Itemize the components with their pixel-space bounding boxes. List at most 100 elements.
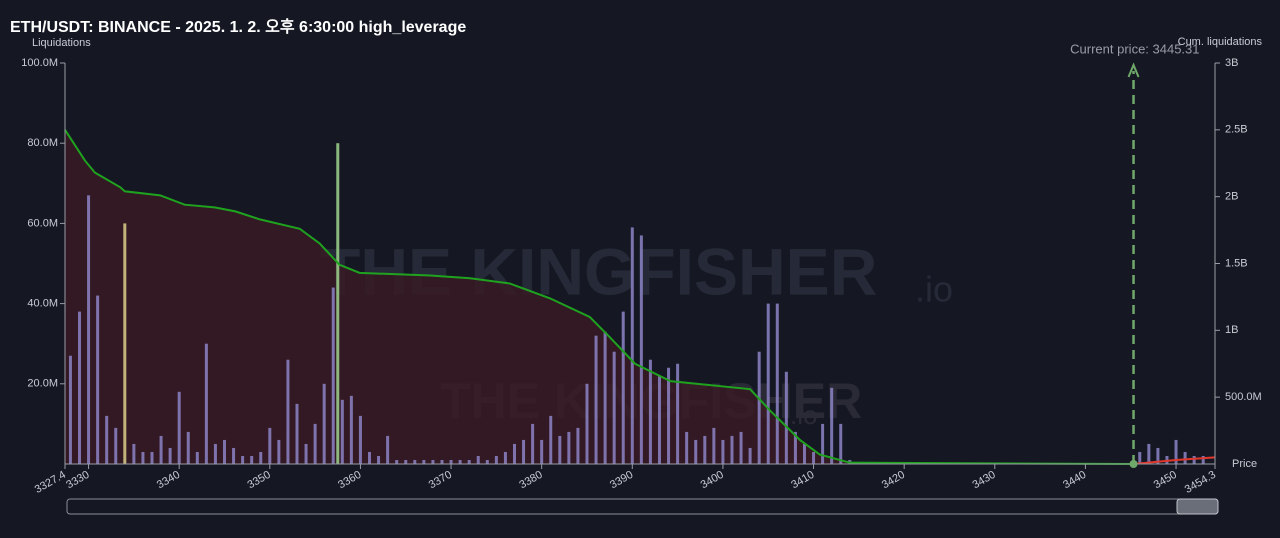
- bar: [512, 443, 516, 464]
- bar: [476, 455, 480, 464]
- y-axis-label: Liquidations: [32, 37, 91, 49]
- watermark-suffix: .io: [915, 269, 953, 310]
- bar: [667, 367, 671, 464]
- bar: [304, 443, 308, 464]
- bar: [839, 423, 843, 464]
- bar: [123, 223, 127, 464]
- bar: [404, 459, 408, 464]
- bar: [639, 235, 643, 464]
- bar: [757, 351, 761, 464]
- bar: [1147, 443, 1151, 464]
- bar: [168, 447, 172, 464]
- bar: [1183, 451, 1187, 464]
- bar: [268, 427, 272, 464]
- bar: [676, 363, 680, 464]
- bar: [1138, 451, 1142, 464]
- bar: [821, 423, 825, 464]
- bar: [793, 431, 797, 464]
- y-tick-label: 60.0M: [27, 217, 58, 229]
- bar: [775, 303, 779, 464]
- bar: [576, 427, 580, 464]
- bar: [603, 331, 607, 464]
- bar: [222, 439, 226, 464]
- bar: [558, 435, 562, 464]
- bar: [585, 383, 589, 464]
- watermark-suffix: .io: [790, 400, 817, 430]
- bar: [467, 459, 471, 464]
- x-axis-label: Price: [1232, 458, 1257, 470]
- y2-axis-label: Cum. liquidations: [1178, 36, 1263, 48]
- bar: [657, 375, 661, 464]
- cum-line: [1133, 456, 1216, 465]
- bar: [567, 431, 571, 464]
- bar: [286, 359, 290, 464]
- bar: [549, 415, 553, 464]
- y2-tick-label: 1B: [1225, 324, 1238, 336]
- y2-tick-label: 1.5B: [1225, 257, 1248, 269]
- scrollbar[interactable]: [66, 498, 1219, 515]
- bar: [503, 451, 507, 464]
- bar: [694, 439, 698, 464]
- bar: [141, 451, 145, 464]
- bar: [540, 439, 544, 464]
- bar: [494, 455, 498, 464]
- bar: [105, 415, 109, 464]
- bar: [485, 459, 489, 464]
- bar: [830, 387, 834, 464]
- bar: [232, 447, 236, 464]
- bar: [377, 455, 381, 464]
- bar: [621, 311, 625, 464]
- y-tick-label: 40.0M: [27, 298, 58, 310]
- bar: [440, 459, 444, 464]
- bar: [395, 459, 399, 464]
- bar: [367, 451, 371, 464]
- bar: [766, 303, 770, 464]
- bar: [685, 431, 689, 464]
- bar: [386, 435, 390, 464]
- bar: [531, 423, 535, 464]
- bar: [336, 143, 340, 464]
- bar: [150, 451, 154, 464]
- bar: [413, 459, 417, 464]
- y2-tick-label: 2B: [1225, 191, 1238, 203]
- bar: [195, 451, 199, 464]
- chart-title: ETH/USDT: BINANCE - 2025. 1. 2. 오후 6:30:…: [10, 17, 466, 36]
- bar: [340, 399, 344, 464]
- bar: [259, 451, 263, 464]
- bar: [784, 371, 788, 464]
- y2-tick-label: 500.0M: [1225, 391, 1262, 403]
- bar: [331, 287, 335, 464]
- current-price-arrow: [1127, 62, 1140, 78]
- bar: [114, 427, 118, 464]
- bar: [358, 415, 362, 464]
- bar: [594, 335, 598, 464]
- y-tick-label: 80.0M: [27, 137, 58, 149]
- bar: [802, 443, 806, 464]
- bar: [712, 427, 716, 464]
- bar: [703, 435, 707, 464]
- bar: [295, 403, 299, 464]
- bar: [422, 459, 426, 464]
- current-price-label: Current price: 3445.31: [1070, 41, 1199, 56]
- bar: [87, 195, 91, 464]
- bar: [648, 359, 652, 464]
- y-tick-label: 20.0M: [27, 378, 58, 390]
- bar: [431, 459, 435, 464]
- plot-area: [64, 129, 1216, 465]
- bar: [132, 443, 136, 464]
- bar: [186, 431, 190, 464]
- bar: [177, 391, 181, 464]
- bar: [213, 443, 217, 464]
- bar: [458, 459, 462, 464]
- bar: [250, 455, 254, 464]
- cum-line: [64, 129, 1134, 465]
- bar: [748, 447, 752, 464]
- current-price-dot: [1129, 460, 1138, 468]
- bar: [349, 395, 353, 464]
- bar: [77, 311, 81, 464]
- bar: [1156, 447, 1160, 464]
- bar: [322, 383, 326, 464]
- scroll-thumb[interactable]: [1176, 498, 1219, 515]
- bar: [159, 435, 163, 464]
